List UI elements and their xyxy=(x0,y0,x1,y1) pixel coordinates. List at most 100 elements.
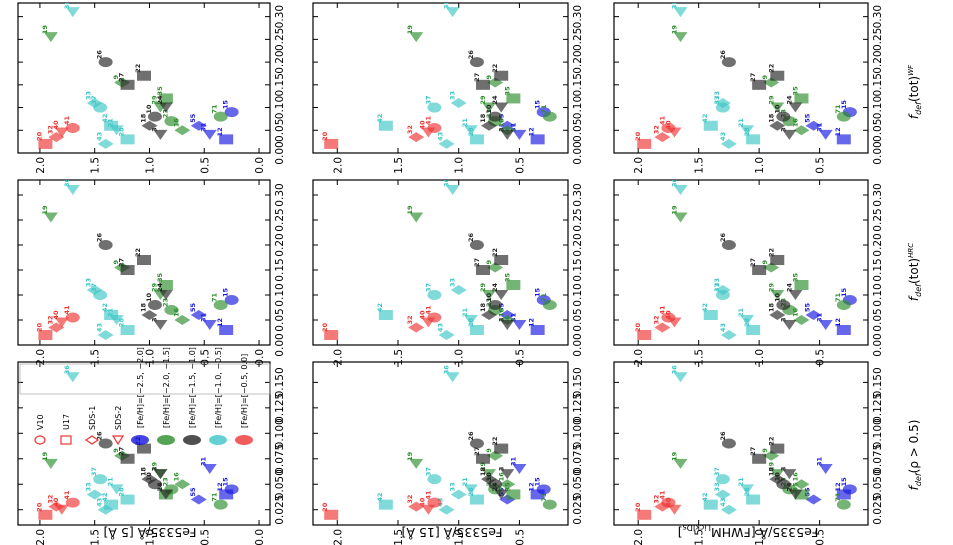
panel-frame xyxy=(312,179,569,346)
point-red-41 xyxy=(65,497,80,508)
point-label: 22 xyxy=(491,437,499,446)
point-label: 36 xyxy=(443,365,451,375)
point-label: 43 xyxy=(96,132,104,141)
col-label-3-f: f xyxy=(907,113,921,119)
point-red-20 xyxy=(637,330,652,340)
point-black-26 xyxy=(469,240,484,250)
point-cyan-43 xyxy=(720,504,737,515)
x-tick-label: 0.20 xyxy=(572,233,584,256)
x-tick-label: 0.25 xyxy=(572,208,584,231)
point-label: 28 xyxy=(118,487,126,497)
point-label: 18 xyxy=(767,113,775,123)
point-label: 37 xyxy=(713,95,721,104)
y-tick-label: 2.0 xyxy=(332,349,344,366)
point-label: 24 xyxy=(491,482,499,492)
x-tick-label: 0.025 xyxy=(572,495,584,525)
point-black-10 xyxy=(147,479,162,490)
point-black-18 xyxy=(769,120,786,131)
y-tick-label: 1.5 xyxy=(393,349,405,366)
point-label: 31 xyxy=(816,122,824,132)
point-black-22 xyxy=(137,70,151,81)
point-black-10 xyxy=(488,111,503,122)
data-points: 1255153116232935971192632218102427364233… xyxy=(321,365,557,520)
point-label: 24 xyxy=(156,482,164,492)
point-label: 18 xyxy=(479,113,487,123)
point-label: 20 xyxy=(321,322,329,332)
point-blue-55 xyxy=(190,120,207,131)
y-tick-label: 1.0 xyxy=(754,349,766,366)
point-label: 12 xyxy=(528,318,536,327)
x-tick-label: 0.15 xyxy=(572,258,584,281)
col-label-2: fdef(tot)HRC xyxy=(907,243,923,301)
point-cyan-37 xyxy=(715,102,730,113)
point-red-20 xyxy=(324,330,339,340)
point-label: 42 xyxy=(376,114,384,123)
point-label: 33 xyxy=(449,278,457,287)
point-black-26 xyxy=(721,240,736,250)
x-tick-label: 0.075 xyxy=(274,444,286,474)
x-tick-label: 0.050 xyxy=(572,469,584,499)
point-blue-15 xyxy=(224,107,239,118)
x-tick-label: 0.20 xyxy=(872,50,884,73)
point-red-41 xyxy=(65,312,80,323)
point-label: 41 xyxy=(424,490,432,500)
point-label: 42 xyxy=(101,114,109,123)
point-blue-31 xyxy=(818,320,833,330)
point-label: 29 xyxy=(479,282,487,292)
point-black-27 xyxy=(120,453,135,464)
point-label: 29 xyxy=(150,95,158,105)
point-green-71 xyxy=(213,111,228,122)
point-label: 55 xyxy=(189,487,197,497)
point-label: 35 xyxy=(156,86,164,96)
panel-r1-c2: 0.0 0.5 1.0 1.5 2.0 0.00 0.05 0.10 0.15 0.20 0.25 0… xyxy=(17,179,286,366)
point-label: 37 xyxy=(424,283,432,292)
point-black-3 xyxy=(153,320,168,330)
point-cyan-36 xyxy=(65,7,80,18)
point-label: 10 xyxy=(773,292,781,302)
y-tick-label: 0.5 xyxy=(815,157,827,174)
point-red-32 xyxy=(654,322,671,333)
point-label: 37 xyxy=(90,95,98,104)
x-tick-label: 0.10 xyxy=(872,283,884,306)
point-black-27 xyxy=(476,79,490,90)
point-label: 40 xyxy=(664,497,672,507)
y-tick-label: 0.0 xyxy=(254,157,266,174)
point-label: 71 xyxy=(834,292,842,302)
point-black-27 xyxy=(752,453,767,464)
point-label: 37 xyxy=(713,467,721,476)
panel-r3-c3: 0.5 1.0 1.5 2.0 0.000.050.100.150.200.250.30… xyxy=(613,2,884,174)
point-label: 24 xyxy=(785,95,793,105)
point-label: 10 xyxy=(773,104,781,114)
point-label: 32 xyxy=(406,315,414,324)
point-black-27 xyxy=(752,265,767,275)
point-label: 42 xyxy=(701,493,709,502)
point-label: 43 xyxy=(719,132,727,141)
point-label: 35 xyxy=(791,86,799,96)
legend-metal-marker xyxy=(131,435,149,445)
point-black-22 xyxy=(137,443,151,454)
x-tick-label: 0.05 xyxy=(274,308,286,331)
x-tick-label: 0.15 xyxy=(274,258,286,281)
point-label: 35 xyxy=(791,272,799,282)
y-tick-label: 2.0 xyxy=(35,349,47,366)
point-label: 24 xyxy=(491,95,499,105)
point-red-20 xyxy=(38,330,53,340)
point-cyan-42 xyxy=(703,310,718,320)
x-tick-label: 0.05 xyxy=(872,119,884,142)
point-cyan-36 xyxy=(445,7,460,18)
panel-r2-c1: 0.5 1.0 1.5 2.0 0.0250.0500.0750.1000.1250.1… xyxy=(312,361,584,545)
point-black-10 xyxy=(147,300,162,310)
y-tick-label: 1.0 xyxy=(144,529,156,545)
x-tick-label: 0.100 xyxy=(572,418,584,448)
point-black-3 xyxy=(153,129,168,140)
x-tick-label: 0.10 xyxy=(572,283,584,306)
point-black-24 xyxy=(494,102,509,113)
point-label: 33 xyxy=(85,278,93,287)
legend-metal-label: [Fe/H]=[−2.5, −2.0] xyxy=(136,347,145,428)
legend-metal-marker xyxy=(235,435,253,445)
y-tick-label: 1.0 xyxy=(454,529,466,545)
point-label: 42 xyxy=(701,303,709,312)
point-label: 21 xyxy=(737,477,745,487)
col-label-2-f: f xyxy=(907,295,921,301)
point-label: 20 xyxy=(321,502,329,512)
